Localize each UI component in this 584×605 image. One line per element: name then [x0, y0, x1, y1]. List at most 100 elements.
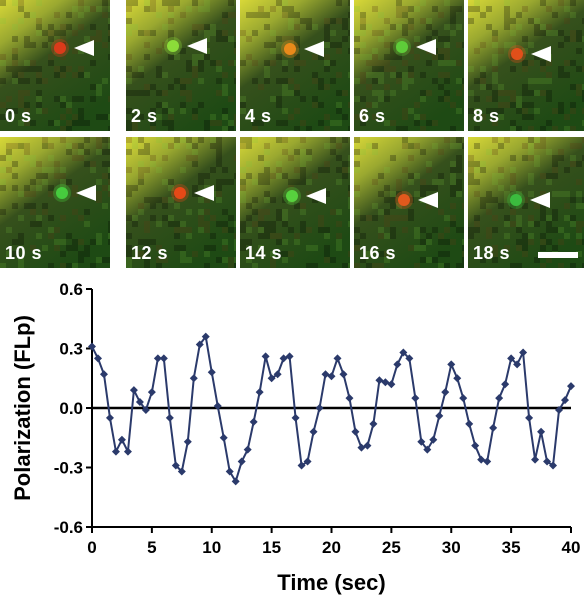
data-point	[369, 419, 378, 428]
data-point	[519, 348, 528, 357]
data-point	[177, 467, 186, 476]
arrowhead-marker-icon	[304, 41, 324, 57]
data-point	[273, 370, 282, 379]
data-point	[147, 388, 156, 397]
data-point	[249, 417, 258, 426]
data-point	[321, 370, 330, 379]
data-point	[339, 370, 348, 379]
data-point	[219, 433, 228, 442]
y-tick-label: 0.6	[59, 280, 83, 299]
frame-image	[0, 0, 110, 131]
frame-time-label: 12 s	[131, 243, 169, 263]
x-tick-label: 15	[262, 538, 281, 557]
arrowhead-marker-icon	[74, 40, 94, 56]
frame-8: 16 s	[354, 137, 464, 268]
frame-5: 10 s	[0, 137, 110, 268]
data-point	[279, 354, 288, 363]
data-point	[243, 445, 252, 454]
arrowhead-marker-icon	[531, 46, 551, 62]
data-point	[375, 376, 384, 385]
data-point	[207, 368, 216, 377]
data-point	[159, 354, 168, 363]
data-point	[99, 370, 108, 379]
data-point	[483, 457, 492, 466]
x-tick-label: 10	[202, 538, 221, 557]
data-point	[291, 413, 300, 422]
data-point	[429, 435, 438, 444]
frame-image	[0, 137, 110, 268]
frame-image	[126, 137, 236, 268]
data-point	[88, 342, 96, 351]
frame-time-label: 16 s	[359, 243, 397, 263]
data-point	[555, 405, 564, 414]
data-point	[123, 447, 132, 456]
frame-time-label: 10 s	[5, 243, 43, 263]
data-point	[393, 360, 402, 369]
x-tick-label: 30	[442, 538, 461, 557]
polarization-chart: -0.6 -0.3 0.0 0.3 0.6 0 5 10 15 20 25 30 35 40 Time (…	[10, 280, 581, 595]
data-point	[537, 427, 546, 436]
x-tick-label: 25	[382, 538, 401, 557]
data-point	[237, 457, 246, 466]
data-point	[495, 394, 504, 403]
data-point	[261, 352, 270, 361]
fluorescent-spot	[284, 43, 296, 55]
fluorescent-spot	[396, 41, 408, 53]
data-point	[189, 374, 198, 383]
frame-time-label: 4 s	[245, 106, 272, 126]
data-point	[315, 404, 324, 412]
frame-9: 18 s	[468, 137, 584, 268]
data-point	[531, 455, 540, 464]
data-point	[489, 423, 498, 432]
frame-time-label: 0 s	[5, 106, 32, 126]
data-point	[549, 461, 558, 470]
y-tick-label: -0.6	[54, 518, 83, 537]
data-point	[471, 441, 480, 450]
scale-bar	[538, 252, 578, 258]
frame-time-label: 6 s	[359, 106, 386, 126]
data-point	[477, 455, 486, 464]
fluorescent-spot	[174, 187, 186, 199]
data-point	[357, 443, 366, 452]
data-point	[453, 374, 462, 383]
data-point	[195, 340, 204, 349]
data-point	[327, 372, 336, 381]
x-tick-label: 20	[322, 538, 341, 557]
data-point	[447, 360, 456, 369]
data-point	[387, 380, 396, 389]
frame-image	[240, 0, 350, 131]
data-point	[117, 435, 126, 444]
y-axis-title: Polarization (FLp)	[10, 315, 35, 501]
y-tick-label: 0.0	[59, 399, 83, 418]
data-point	[417, 437, 426, 446]
data-point	[525, 413, 534, 422]
data-point	[141, 405, 150, 414]
data-point	[303, 457, 312, 466]
x-tick-label: 40	[562, 538, 581, 557]
data-point	[333, 354, 342, 363]
fluorescent-spot	[167, 40, 179, 52]
data-point	[567, 382, 575, 391]
chart-axes	[91, 289, 571, 528]
fluorescent-spot	[54, 42, 66, 54]
series-polarization	[88, 332, 575, 486]
data-point	[105, 413, 114, 422]
fluorescent-spot	[286, 190, 298, 202]
data-point	[363, 441, 372, 450]
frame-4: 8 s	[468, 0, 584, 131]
data-point	[399, 348, 408, 357]
data-point	[309, 427, 318, 436]
data-point	[111, 447, 120, 456]
frame-7: 14 s	[240, 137, 350, 268]
data-point	[129, 386, 138, 395]
data-point	[285, 352, 294, 361]
frame-time-label: 14 s	[245, 243, 283, 263]
data-point	[507, 354, 516, 363]
frame-time-label: 18 s	[473, 243, 511, 263]
frame-image	[354, 0, 464, 131]
data-point	[345, 394, 354, 403]
fluorescent-spot	[511, 48, 523, 60]
data-point	[213, 402, 222, 411]
frame-image	[126, 0, 236, 131]
frame-image	[240, 137, 350, 268]
